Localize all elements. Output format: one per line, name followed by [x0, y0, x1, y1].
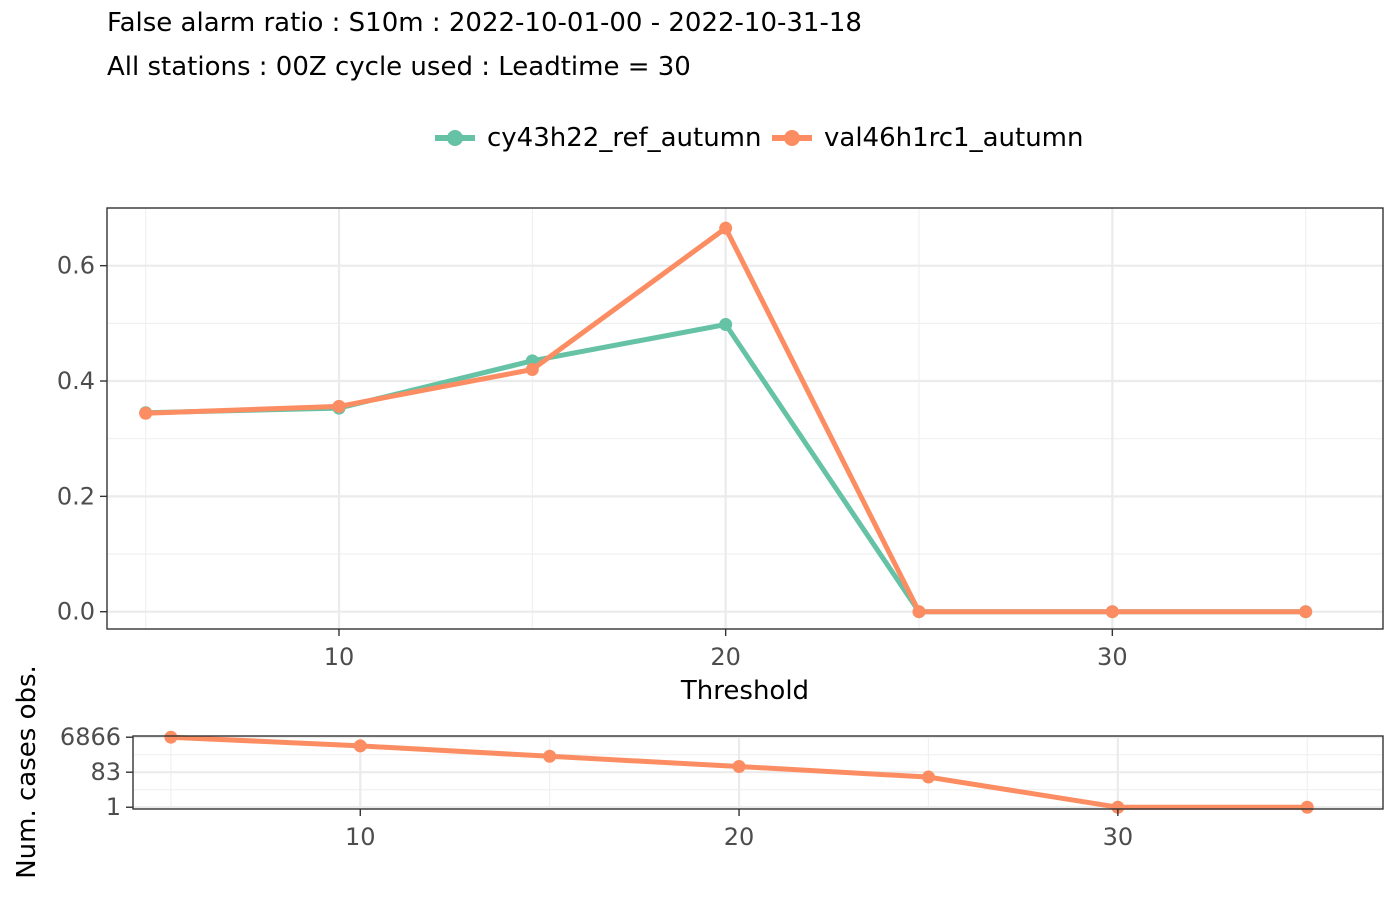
data-point-val46h1rc1_autumn	[164, 730, 178, 744]
y-tick-label: 1	[106, 793, 121, 821]
legend-item-cy43h22: cy43h22_ref_autumn	[435, 118, 762, 158]
panel-border	[106, 207, 1384, 630]
y-tick-label: 0.6	[57, 252, 95, 280]
y-tick-label: 6866	[60, 723, 121, 751]
x-tick-label: 20	[724, 823, 755, 851]
x-tick-label: 30	[1103, 823, 1134, 851]
legend-key-val46h1rc1-icon	[772, 118, 812, 158]
data-point-val46h1rc1_autumn	[921, 770, 935, 784]
data-point-val46h1rc1_autumn	[1299, 605, 1313, 619]
data-point-val46h1rc1_autumn	[525, 362, 539, 376]
data-point-val46h1rc1_autumn	[332, 399, 346, 413]
legend-label: val46h1rc1_autumn	[824, 123, 1084, 153]
x-tick-label: 10	[345, 823, 376, 851]
data-point-val46h1rc1_autumn	[912, 605, 926, 619]
plot-background	[107, 208, 1383, 629]
data-point-val46h1rc1_autumn	[543, 749, 557, 763]
x-tick-label: 20	[710, 643, 741, 671]
legend-label: cy43h22_ref_autumn	[487, 123, 762, 153]
count-plot-panel: 10 20 30 1 83 6866	[60, 723, 1384, 851]
x-tick-label: 10	[324, 643, 355, 671]
main-plot-panel: 10 20 30 0.0 0.2 0.4 0.6	[57, 207, 1384, 671]
y-tick-label: 0.4	[57, 367, 95, 395]
data-point-val46h1rc1_autumn	[1105, 605, 1119, 619]
data-point-val46h1rc1_autumn	[719, 221, 733, 235]
legend-key-cy43h22-icon	[435, 118, 475, 158]
data-point-val46h1rc1_autumn	[139, 406, 153, 420]
y-axis-label: Num. cases obs.	[12, 665, 42, 879]
data-point-val46h1rc1_autumn	[732, 760, 746, 774]
data-point-val46h1rc1_autumn	[1111, 800, 1125, 814]
data-point-cy43h22_ref_autumn	[719, 317, 733, 331]
y-tick-label: 0.0	[57, 598, 95, 626]
x-tick-label: 30	[1097, 643, 1128, 671]
chart-title: False alarm ratio : S10m : 2022-10-01-00…	[107, 8, 862, 38]
chart-subtitle: All stations : 00Z cycle used : Leadtime…	[107, 52, 691, 82]
legend: cy43h22_ref_autumn val46h1rc1_autumn	[0, 118, 1400, 158]
y-tick-label: 0.2	[57, 482, 95, 510]
x-axis-label: Threshold	[680, 676, 809, 706]
data-point-val46h1rc1_autumn	[353, 739, 367, 753]
data-point-val46h1rc1_autumn	[1300, 800, 1314, 814]
y-tick-label: 83	[90, 758, 121, 786]
legend-item-val46h1rc1: val46h1rc1_autumn	[772, 118, 1084, 158]
